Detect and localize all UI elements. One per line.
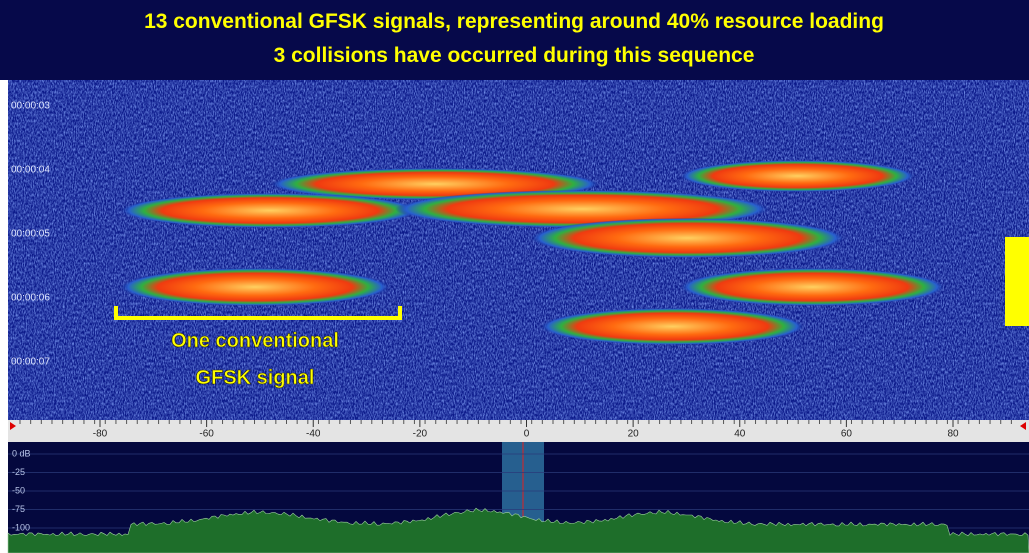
time-label: 00:00:07 — [11, 357, 50, 368]
signal — [540, 308, 805, 345]
freq-tick-label: 20 — [628, 429, 640, 440]
annotation: One conventional — [171, 330, 339, 352]
freq-tick-label: 60 — [841, 429, 853, 440]
signal — [120, 268, 390, 306]
annotation: GFSK signal — [196, 367, 315, 389]
time-label: 00:00:03 — [11, 101, 50, 112]
db-label: -25 — [12, 467, 25, 477]
db-label: 0 dB — [12, 448, 31, 458]
freq-tick-label: -40 — [306, 429, 321, 440]
db-label: -75 — [12, 504, 25, 514]
header-line: 3 collisions have occurred during this s… — [274, 44, 755, 67]
sdr-screen: 13 conventional GFSK signals, representi… — [0, 0, 1029, 553]
freq-tick-label: 0 — [524, 429, 530, 440]
freq-tick-label: 80 — [947, 429, 959, 440]
header-line: 13 conventional GFSK signals, representi… — [144, 10, 884, 33]
freq-tick-label: -80 — [93, 429, 108, 440]
signal — [530, 218, 845, 258]
time-label: 00:00:05 — [11, 229, 50, 240]
freq-axis — [8, 420, 1029, 442]
freq-tick-label: -20 — [413, 429, 428, 440]
signal — [680, 160, 915, 192]
freq-tick-label: 40 — [734, 429, 746, 440]
marker — [1005, 237, 1029, 326]
db-label: -50 — [12, 485, 25, 495]
waterfall-noise — [8, 80, 1029, 420]
db-label: -100 — [12, 522, 30, 532]
time-label: 00:00:04 — [11, 165, 50, 176]
signal — [680, 268, 945, 306]
time-label: 00:00:06 — [11, 293, 50, 304]
freq-tick-label: -60 — [199, 429, 214, 440]
signal — [120, 193, 420, 228]
